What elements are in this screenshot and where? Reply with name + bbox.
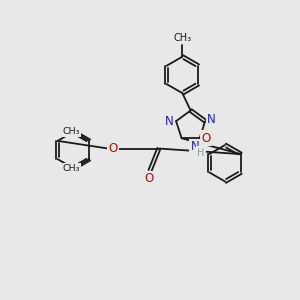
Text: N: N (207, 113, 216, 126)
Text: O: O (144, 172, 153, 185)
Text: N: N (190, 140, 199, 153)
Text: CH₃: CH₃ (62, 164, 80, 173)
Text: O: O (202, 132, 211, 145)
Text: N: N (165, 115, 174, 128)
Text: CH₃: CH₃ (62, 127, 80, 136)
Text: H: H (197, 148, 204, 158)
Text: CH₃: CH₃ (173, 33, 191, 43)
Text: O: O (108, 142, 117, 155)
